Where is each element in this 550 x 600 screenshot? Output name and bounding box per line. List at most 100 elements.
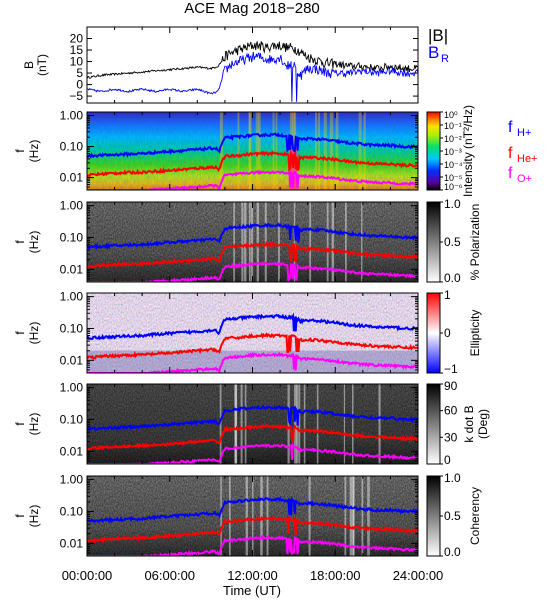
y-tick-label: 20: [70, 32, 84, 46]
panel-power: 1.000.100.01f (Hz)10⁰10⁻¹10⁻²10⁻³10⁻⁴10⁻⁵…: [13, 105, 538, 197]
y-axis-label: f: [13, 149, 27, 153]
colorbar-tick-label: 1: [444, 288, 451, 302]
heatmap-streak: [335, 112, 339, 190]
colorbar-label-unit: (Deg): [476, 409, 490, 439]
heatmap-streak: [343, 384, 346, 464]
y-tick-label: 0.01: [60, 262, 84, 276]
legend-fO-subscript: O+: [517, 173, 532, 185]
y-tick-label: 1.00: [60, 290, 84, 304]
colorbar-tick-label: 10⁻⁵: [444, 173, 463, 183]
legend-fHe-subscript: He+: [517, 153, 538, 165]
heatmap-streak: [358, 112, 362, 190]
colorbar: [426, 383, 441, 465]
heatmap-texture: [87, 293, 418, 373]
y-axis-label: f: [13, 240, 27, 244]
x-tick-label: 12:00:00: [227, 568, 278, 583]
y-tick-label: 10: [70, 55, 84, 69]
figure-title: ACE Mag 2018−280: [184, 0, 320, 17]
colorbar-tick-label: 0.5: [444, 509, 461, 523]
heatmap-streak: [289, 147, 297, 190]
colorbar-tick-label: 0: [444, 326, 451, 340]
colorbar: [426, 201, 441, 283]
heatmap-power: [87, 112, 418, 190]
gyro-line-fHe: [87, 423, 418, 451]
heatmap-texture: [87, 384, 418, 464]
heatmap-streak: [234, 384, 237, 464]
y-tick-label: 0.01: [60, 444, 84, 458]
heatmap-streak: [240, 384, 243, 464]
heatmap-streak: [309, 202, 312, 282]
y-axis-unit: (Hz): [27, 413, 41, 436]
legend-fO: f: [508, 165, 513, 182]
y-axis-unit: (Hz): [27, 140, 41, 163]
x-tick-label: 00:00:00: [62, 568, 113, 583]
colorbar-tick-label: 0.0: [444, 545, 461, 559]
heatmap-streak: [258, 112, 261, 190]
heatmap-streak: [317, 112, 321, 190]
colorbar-tick-label: 10⁻³: [444, 147, 462, 157]
heatmap-streak: [241, 202, 244, 282]
heatmap-ellipticity: [87, 293, 418, 373]
heatmap-streak: [256, 202, 259, 282]
heatmap-streak: [219, 384, 222, 464]
panel-kdotb: 1.00 0.10 0.01 f (Hz) 90 60 30 0 k dot B (Deg): [13, 379, 490, 467]
colorbar-tick-label: 10⁰: [444, 110, 458, 120]
colorbar-tick-label: 10⁻²: [444, 134, 462, 144]
y-tick-label: 1.00: [60, 381, 84, 395]
colorbar-tick-label: 0: [444, 453, 451, 467]
gyro-line-fH: [87, 404, 418, 432]
heatmap-texture: [87, 112, 418, 190]
legend-BR-subscript: R: [441, 53, 449, 65]
heatmap-streak: [294, 384, 297, 464]
y-axis-unit: (nT): [35, 54, 49, 76]
heatmap-streak: [323, 112, 327, 190]
y-tick-label: −5: [69, 89, 83, 103]
heatmap-streak: [233, 202, 235, 282]
heatmap-streak: [219, 112, 223, 190]
heatmap-streak: [287, 384, 290, 464]
y-tick-label: 0.10: [60, 504, 84, 518]
heatmap-streak: [303, 384, 306, 464]
heatmap-texture: [87, 476, 418, 556]
x-axis-label: Time (UT): [223, 583, 281, 598]
heatmap-streak: [316, 384, 319, 464]
colorbar-label: % Polarization: [468, 204, 482, 281]
colorbar-tick-label: 10⁻¹: [444, 121, 462, 131]
heatmap-polarization: [87, 202, 418, 282]
heatmap-streak: [367, 476, 369, 556]
y-axis-unit: (Hz): [27, 322, 41, 345]
colorbar-tick-label: 60: [444, 404, 458, 418]
gyro-line-fO: [87, 534, 418, 556]
gyro-line-fHe: [87, 332, 418, 360]
heatmap-streak: [252, 476, 254, 556]
y-tick-label: 0.10: [60, 230, 84, 244]
heatmap-streak: [352, 384, 354, 464]
panel-ellipticity: 1.00 0.10 0.01 f (Hz) 1 0 −1 Ellipticity: [13, 288, 482, 376]
legend-fH-subscript: H+: [517, 127, 531, 139]
y-axis-label: f: [13, 514, 27, 518]
y-axis-label: f: [13, 422, 27, 426]
heatmap-texture: [87, 202, 418, 282]
y-tick-label: 0.10: [60, 140, 84, 154]
legend-BR: B: [428, 43, 439, 62]
heatmap-streak: [349, 476, 353, 556]
heatmap-streak: [248, 112, 251, 190]
heatmap-streak: [245, 476, 248, 556]
colorbar-label: k dot B: [462, 405, 476, 442]
gyro-line-fO: [87, 351, 418, 373]
heatmap-streak: [293, 202, 296, 282]
colorbar-tick-label: 90: [444, 379, 458, 393]
y-axis-label: f: [13, 331, 27, 335]
x-tick-label: 18:00:00: [310, 568, 361, 583]
heatmap-streak: [363, 112, 366, 190]
y-tick-label: 15: [70, 43, 84, 57]
y-axis-unit: (Hz): [27, 505, 41, 528]
x-tick-label: 24:00:00: [393, 568, 444, 583]
heatmap-streak: [272, 112, 275, 190]
heatmap-streak: [278, 202, 280, 282]
heatmap-streak: [315, 112, 317, 190]
colorbar-tick-label: 10⁻⁴: [444, 160, 463, 170]
series-line-BR: [86, 51, 419, 102]
gyro-line-fHe: [87, 149, 418, 178]
legend-B: |B|: [428, 26, 448, 45]
